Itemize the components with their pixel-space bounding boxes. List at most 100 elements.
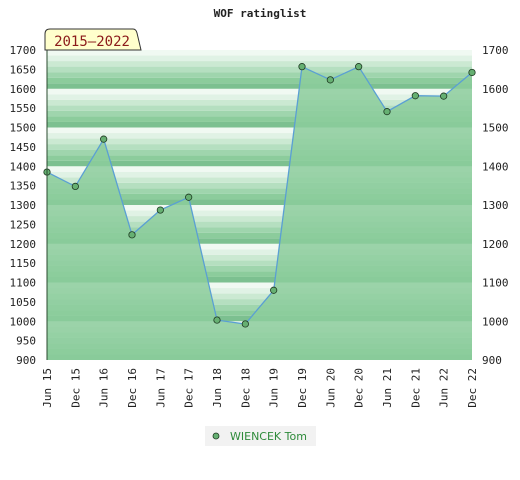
- y-tick-label-left: 1350: [10, 180, 37, 193]
- y-tick-label-left: 1450: [10, 141, 37, 154]
- y-tick-label-left: 1200: [10, 238, 37, 251]
- y-ticks-right: 900 1000 1100 1200 1300 1400 1500 1600 1700: [482, 44, 509, 367]
- x-tick-label: Jun 19: [268, 368, 281, 408]
- background-stripe: [47, 94, 472, 100]
- data-point: [468, 68, 476, 77]
- series-markers: [43, 63, 476, 328]
- background-stripe: [47, 193, 472, 200]
- x-tick-label: Dec 17: [183, 368, 196, 408]
- background-stripe: [47, 121, 472, 128]
- background-stripe: [47, 105, 472, 111]
- background-stripe: [47, 61, 472, 67]
- background-stripe: [47, 177, 472, 183]
- series-area: [47, 66, 472, 360]
- background-stripe: [47, 99, 472, 106]
- background-stripe: [47, 182, 472, 189]
- y-tick-label-right: 900: [482, 354, 502, 367]
- x-tick-label: Dec 21: [409, 368, 422, 408]
- data-point: [326, 76, 334, 84]
- background-stripe: [47, 276, 472, 283]
- background-stripe: [47, 282, 472, 289]
- data-point: [298, 63, 306, 71]
- x-ticks: Jun 15 Dec 15 Jun 16 Dec 16 Jun 17 Dec 17 Jun …: [41, 368, 479, 408]
- y-tick-label-left: 1400: [10, 160, 37, 173]
- background-bands: [47, 50, 472, 360]
- background-stripe: [47, 133, 472, 139]
- x-tick-label: Jun 22: [438, 368, 451, 408]
- data-point: [383, 108, 391, 116]
- y-tick-label-left: 1150: [10, 257, 37, 270]
- background-stripe: [47, 260, 472, 266]
- data-point: [355, 63, 363, 71]
- y-tick-label-left: 1300: [10, 199, 37, 212]
- background-stripe: [47, 138, 472, 145]
- data-point: [128, 231, 136, 239]
- y-tick-label-left: 1000: [10, 315, 37, 328]
- y-tick-label-left: 1050: [10, 296, 37, 309]
- y-tick-label-left: 1100: [10, 277, 37, 290]
- background-stripe: [47, 238, 472, 244]
- data-point: [185, 193, 193, 201]
- data-point: [440, 92, 448, 100]
- period-badge: 2015–2022: [44, 28, 142, 51]
- y-tick-label-left: 1650: [10, 63, 37, 76]
- background-stripe: [47, 149, 472, 156]
- data-point: [100, 135, 108, 143]
- x-tick-label: Jun 18: [211, 368, 224, 408]
- background-stripe: [47, 265, 472, 272]
- background-stripe: [47, 199, 472, 205]
- y-ticks-left: 900 950 1000 1050 1100 1150 1200 1250 1300 1350 14…: [10, 44, 37, 367]
- background-stripe: [47, 171, 472, 178]
- x-tick-label: Dec 22: [466, 368, 479, 408]
- background-stripe: [47, 155, 472, 161]
- y-tick-label-left: 1700: [10, 44, 37, 57]
- background-stripe: [47, 288, 472, 294]
- background-stripe: [47, 243, 472, 250]
- background-stripe: [47, 88, 472, 95]
- background-stripe: [47, 221, 472, 228]
- x-tick-label: Dec 20: [353, 368, 366, 408]
- y-tick-label-left: 1500: [10, 122, 37, 135]
- x-tick-label: Dec 19: [296, 368, 309, 408]
- data-point: [156, 206, 164, 214]
- data-point: [71, 182, 79, 190]
- x-tick-label: Jun 15: [41, 368, 54, 408]
- x-tick-label: Jun 21: [381, 368, 394, 408]
- x-tick-label: Dec 18: [239, 368, 252, 408]
- background-stripe: [47, 110, 472, 117]
- x-tick-label: Dec 16: [126, 368, 139, 408]
- x-tick-label: Dec 15: [69, 368, 82, 408]
- background-stripe: [47, 216, 472, 222]
- background-stripe: [47, 77, 472, 84]
- background-stripe: [47, 210, 472, 217]
- data-point: [411, 92, 419, 100]
- background-stripe: [47, 83, 472, 89]
- background-stripe: [47, 160, 472, 167]
- background-stripe: [47, 293, 472, 300]
- y-tick-label-right: 1400: [482, 160, 509, 173]
- y-tick-label-left: 1600: [10, 83, 37, 96]
- legend: WIENCEK Tom: [205, 426, 316, 446]
- background-stripe: [47, 249, 472, 255]
- x-tick-label: Jun 20: [324, 368, 337, 408]
- y-tick-label-right: 1700: [482, 44, 509, 57]
- y-tick-label-right: 1000: [482, 315, 509, 328]
- background-stripe: [47, 127, 472, 134]
- background-stripe: [47, 55, 472, 62]
- background-stripe: [47, 144, 472, 150]
- y-tick-label-right: 1600: [482, 83, 509, 96]
- data-point: [241, 320, 249, 328]
- series-line: [46, 65, 473, 325]
- y-tick-label-left: 1250: [10, 218, 37, 231]
- background-stripe: [47, 227, 472, 233]
- data-point: [270, 286, 278, 294]
- legend-box: [205, 426, 316, 446]
- y-tick-label-left: 1550: [10, 102, 37, 115]
- background-stripe: [47, 232, 472, 239]
- x-tick-label: Jun 16: [98, 368, 111, 408]
- y-tick-label-right: 1300: [482, 199, 509, 212]
- x-tick-label: Jun 17: [154, 368, 167, 408]
- period-badge-text: 2015–2022: [54, 34, 130, 50]
- background-stripe: [47, 299, 472, 305]
- y-tick-label-right: 1200: [482, 238, 509, 251]
